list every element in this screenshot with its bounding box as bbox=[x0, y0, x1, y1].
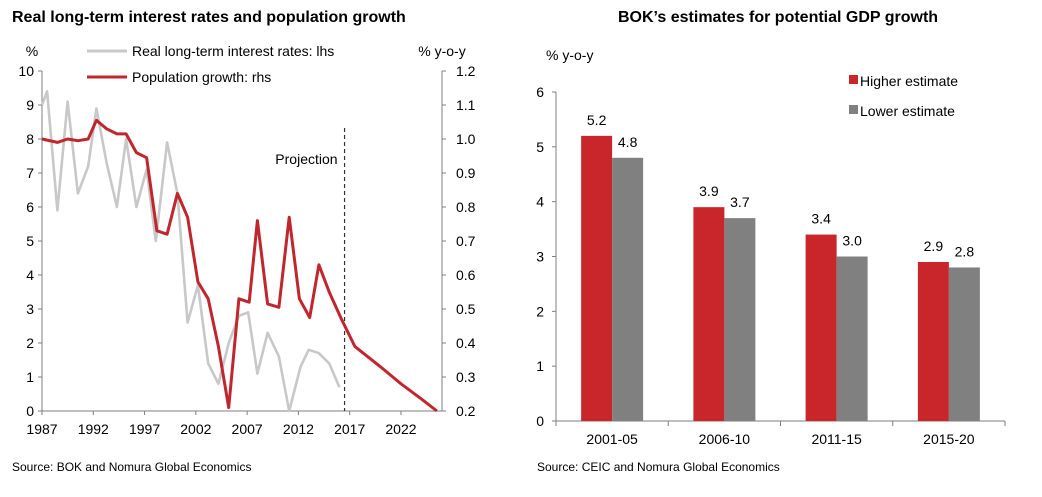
lower-estimate-bar bbox=[724, 218, 756, 421]
bar-y-tick-label: 4 bbox=[536, 194, 544, 210]
x-tick-label: 2017 bbox=[334, 421, 365, 437]
right-legend-label: Higher estimate bbox=[860, 73, 958, 89]
bar-value-label: 2.9 bbox=[924, 238, 944, 254]
higher-estimate-bar bbox=[693, 207, 725, 421]
higher-estimate-bar bbox=[917, 261, 949, 421]
left-y-tick-label: 6 bbox=[26, 199, 34, 215]
x-tick-label: 1987 bbox=[26, 421, 57, 437]
left-y-tick-label: 5 bbox=[26, 233, 34, 249]
left-chart-source: Source: BOK and Nomura Global Economics bbox=[12, 460, 252, 474]
right-legend-swatch bbox=[849, 105, 858, 114]
bar-value-label: 2.8 bbox=[955, 243, 975, 259]
bar-category-label: 2015-20 bbox=[923, 431, 975, 447]
right-y-tick-label: 0.5 bbox=[456, 301, 476, 317]
bar-category-label: 2001-05 bbox=[586, 431, 638, 447]
higher-estimate-bar bbox=[581, 135, 613, 421]
left-y-tick-label: 10 bbox=[18, 63, 34, 79]
left-y-unit: % bbox=[26, 43, 38, 59]
right-y-tick-label: 1.1 bbox=[456, 97, 476, 113]
left-y-tick-label: 2 bbox=[26, 335, 34, 351]
right-legend-swatch bbox=[849, 75, 858, 84]
right-y-tick-label: 0.7 bbox=[456, 233, 476, 249]
x-tick-label: 2007 bbox=[232, 421, 263, 437]
lower-estimate-bar bbox=[948, 267, 980, 421]
right-chart-source: Source: CEIC and Nomura Global Economics bbox=[537, 460, 780, 474]
left-y-tick-label: 0 bbox=[26, 403, 34, 419]
bar-value-label: 3.4 bbox=[811, 211, 831, 227]
projection-label: Projection bbox=[275, 151, 337, 167]
x-tick-label: 2022 bbox=[385, 421, 416, 437]
left-y-tick-label: 3 bbox=[26, 301, 34, 317]
right-y-tick-label: 0.2 bbox=[456, 403, 476, 419]
bar-y-tick-label: 0 bbox=[536, 413, 544, 429]
right-y-tick-label: 0.9 bbox=[456, 165, 476, 181]
bar-y-tick-label: 5 bbox=[536, 139, 544, 155]
bar-y-tick-label: 6 bbox=[536, 84, 544, 100]
x-tick-label: 1997 bbox=[129, 421, 160, 437]
right-y-tick-label: 0.8 bbox=[456, 199, 476, 215]
left-y-tick-label: 9 bbox=[26, 97, 34, 113]
left-y-tick-label: 4 bbox=[26, 267, 34, 283]
right-chart-title: BOK’s estimates for potential GDP growth bbox=[618, 9, 939, 26]
bar-category-label: 2011-15 bbox=[811, 431, 862, 447]
x-tick-label: 1992 bbox=[78, 421, 109, 437]
left-y-tick-label: 8 bbox=[26, 131, 34, 147]
right-y-tick-label: 1.2 bbox=[456, 63, 476, 79]
bar-category-label: 2006-10 bbox=[699, 431, 751, 447]
left-legend-label: Population growth: rhs bbox=[132, 69, 271, 85]
right-y-tick-label: 0.6 bbox=[456, 267, 476, 283]
x-tick-label: 2002 bbox=[180, 421, 211, 437]
left-y-tick-label: 1 bbox=[26, 369, 34, 385]
bar-value-label: 3.9 bbox=[699, 183, 719, 199]
bar-y-tick-label: 3 bbox=[536, 249, 544, 265]
right-y-tick-label: 0.3 bbox=[456, 369, 476, 385]
bar-value-label: 3.0 bbox=[842, 233, 862, 249]
bar-y-tick-label: 2 bbox=[536, 303, 544, 319]
bar-y-unit: % y-o-y bbox=[546, 47, 593, 63]
x-tick-label: 2012 bbox=[283, 421, 314, 437]
right-legend-label: Lower estimate bbox=[860, 103, 955, 119]
right-y-unit: % y-o-y bbox=[418, 43, 465, 59]
left-legend-label: Real long-term interest rates: lhs bbox=[132, 43, 334, 59]
left-chart-title: Real long-term interest rates and popula… bbox=[12, 9, 406, 26]
right-y-tick-label: 1.0 bbox=[456, 131, 476, 147]
left-y-tick-label: 7 bbox=[26, 165, 34, 181]
right-y-tick-label: 0.4 bbox=[456, 335, 476, 351]
lower-estimate-bar bbox=[612, 157, 644, 422]
bar-value-label: 5.2 bbox=[587, 112, 607, 128]
bar-value-label: 4.8 bbox=[618, 134, 638, 150]
bar-y-tick-label: 1 bbox=[536, 358, 544, 374]
population-growth-line bbox=[41, 118, 438, 413]
lower-estimate-bar bbox=[836, 256, 868, 421]
higher-estimate-bar bbox=[805, 234, 837, 421]
bar-value-label: 3.7 bbox=[730, 194, 750, 210]
interest-rate-line bbox=[40, 90, 341, 413]
